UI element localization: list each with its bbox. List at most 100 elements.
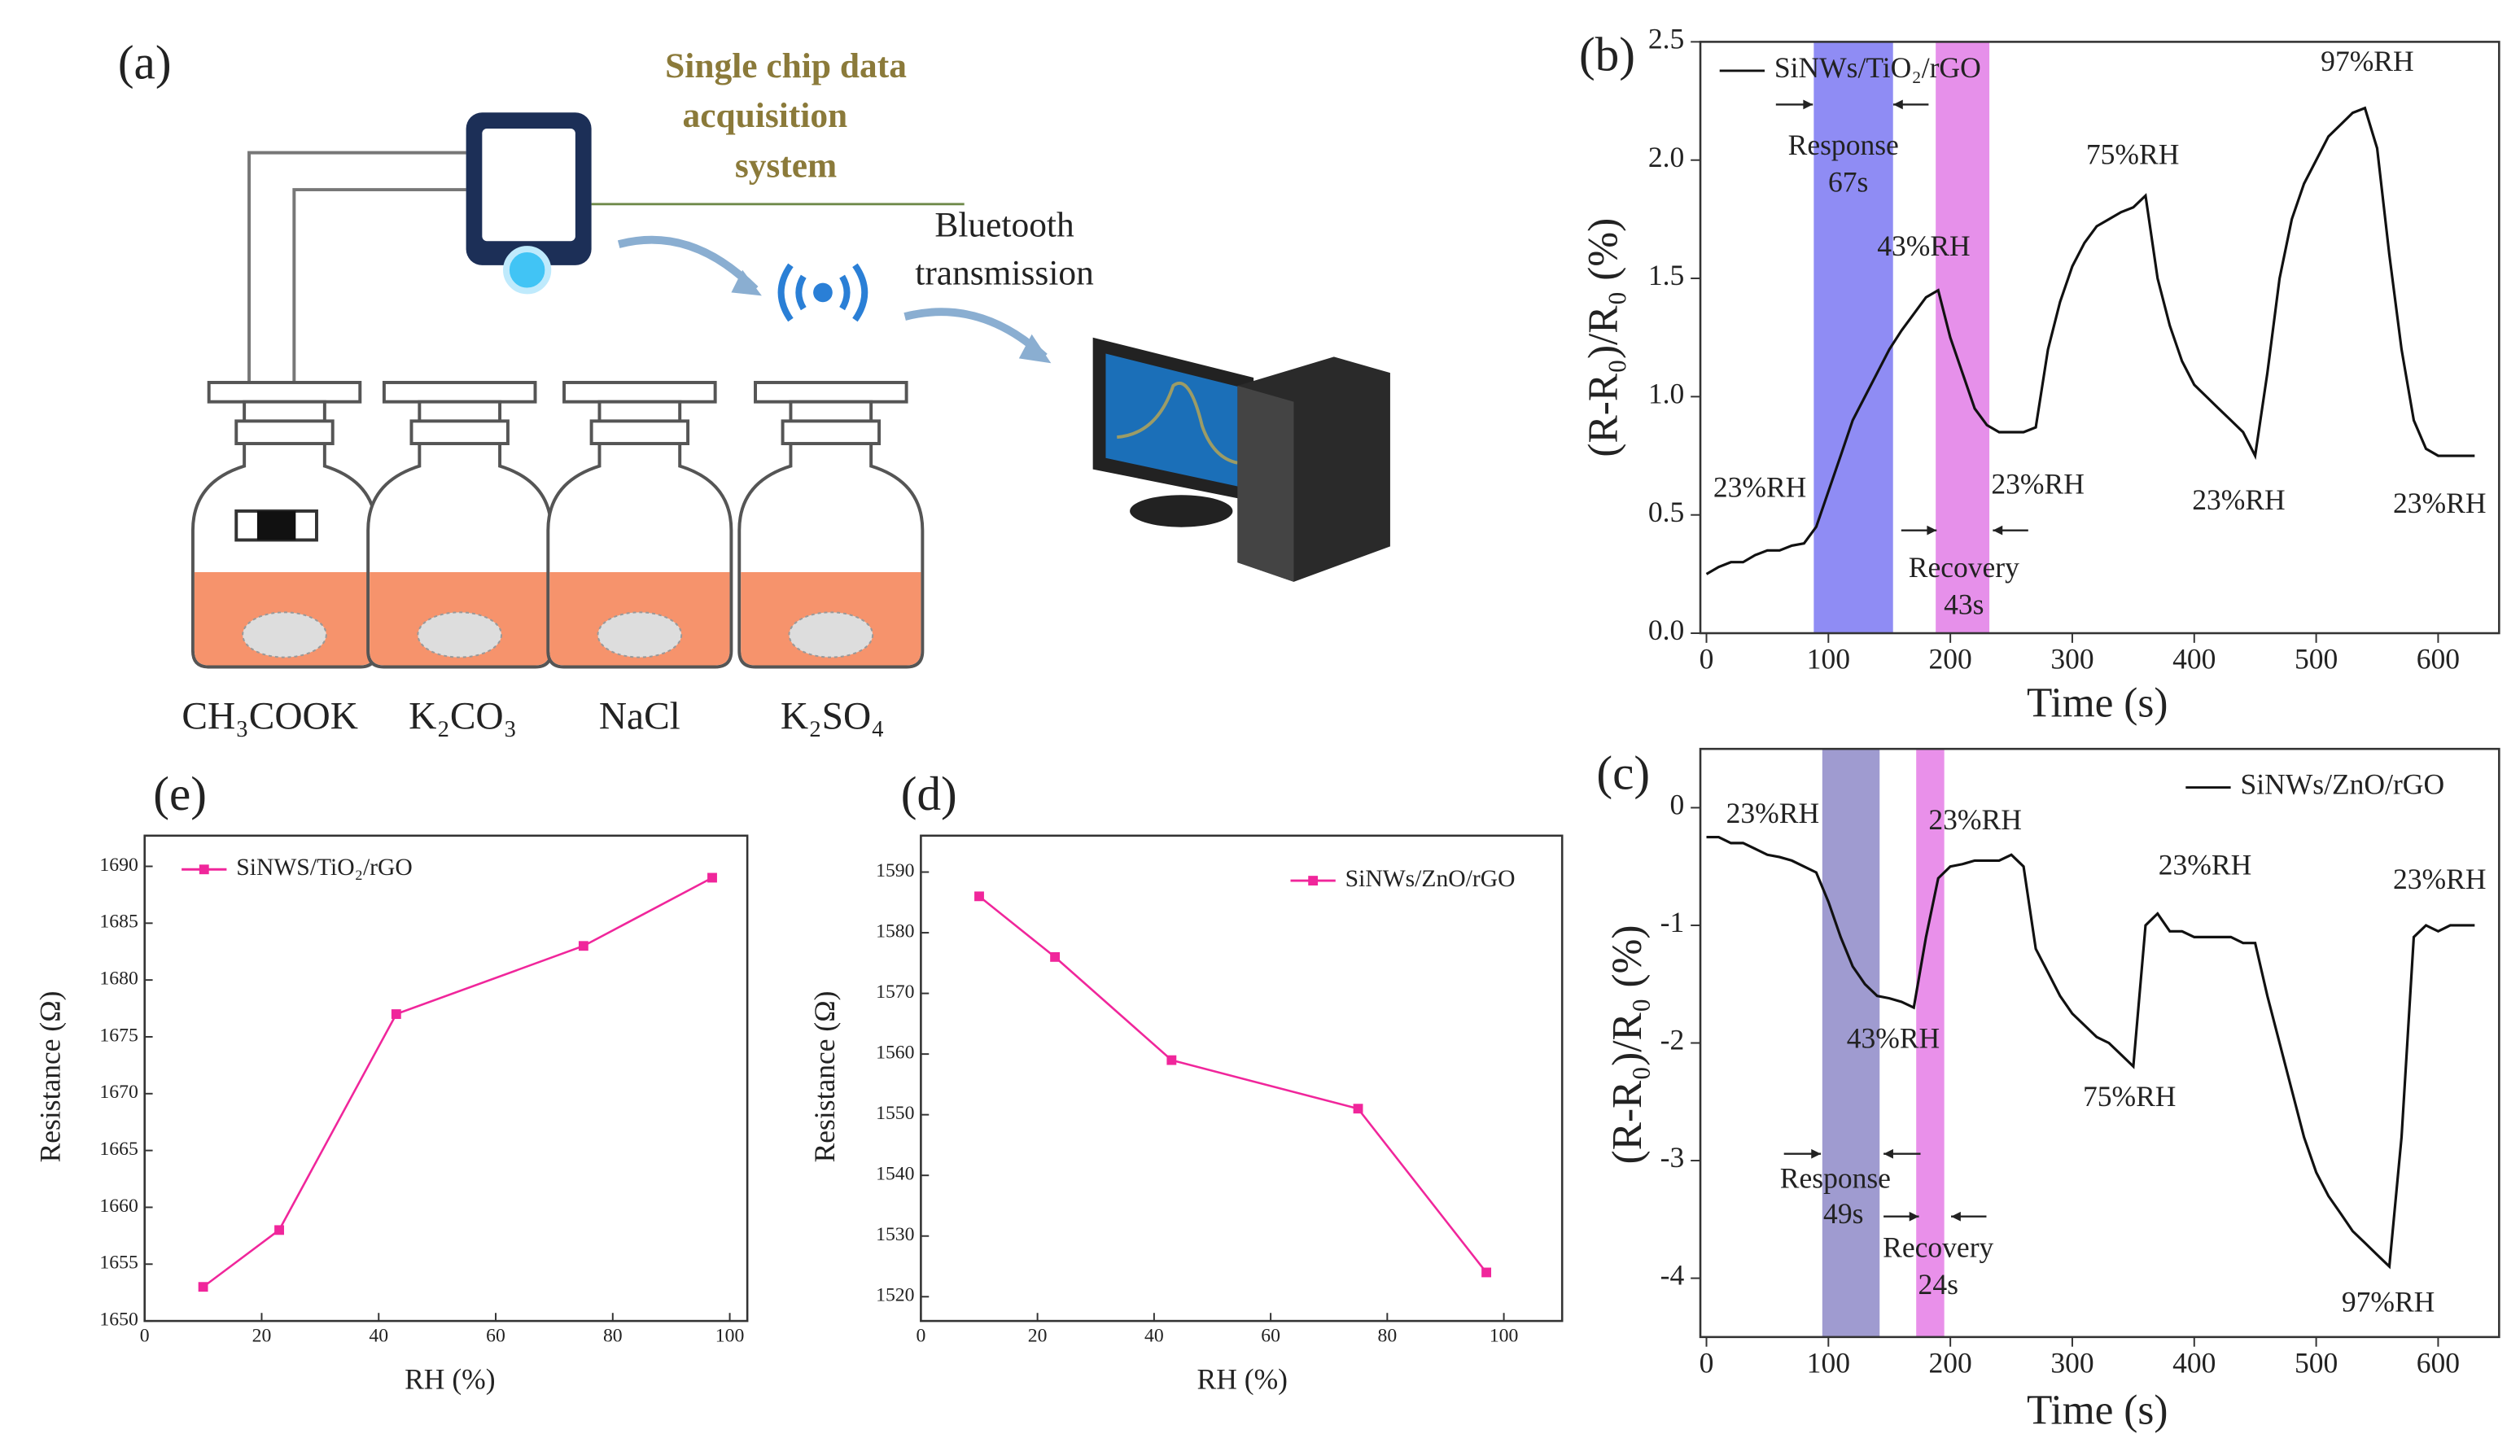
data-line bbox=[1705, 106, 2475, 575]
x-tick-label: 200 bbox=[1928, 643, 1971, 676]
system-label: Single chip data bbox=[665, 46, 907, 85]
bottle-ring bbox=[409, 419, 510, 445]
annotation-arrowhead bbox=[1927, 525, 1937, 536]
x-tick-label: 300 bbox=[2050, 643, 2093, 676]
annotation-arrowhead bbox=[1993, 525, 2003, 536]
legend-label: SiNWs/ZnO/rGO bbox=[1345, 866, 1516, 892]
y-tick-label: 1650 bbox=[99, 1310, 138, 1331]
plot-frame bbox=[920, 834, 1564, 1323]
x-tick-label: 40 bbox=[1144, 1325, 1164, 1346]
annotation: 23%RH bbox=[2192, 483, 2286, 516]
annotation: 23%RH bbox=[1726, 797, 1820, 829]
bottle-cap bbox=[562, 381, 717, 404]
x-tick-label: 40 bbox=[369, 1325, 388, 1346]
diagram-a: (a) Single chip data acquisition system … bbox=[118, 36, 1390, 738]
y-axis-label: (R-R₀)/R₀ (%) bbox=[1604, 925, 1651, 1165]
y-tick-label: 1680 bbox=[99, 968, 138, 990]
y-tick-label: -1 bbox=[1660, 906, 1685, 938]
y-tick-label: 1670 bbox=[99, 1082, 138, 1103]
y-tick-label: 1690 bbox=[99, 855, 138, 876]
sensor-chip bbox=[256, 510, 296, 540]
y-tick-label: 1520 bbox=[876, 1285, 914, 1306]
y-tick-label: 1655 bbox=[99, 1253, 138, 1274]
y-tick-label: 1665 bbox=[99, 1139, 138, 1160]
annotation: 97%RH bbox=[2342, 1285, 2435, 1318]
annotation: 24s bbox=[1918, 1268, 1958, 1301]
shaded-band bbox=[1822, 749, 1880, 1337]
annotation: 75%RH bbox=[2086, 138, 2179, 171]
wireless-dot bbox=[813, 282, 833, 303]
annotation-arrowhead bbox=[1883, 1148, 1893, 1159]
y-tick-label: 0 bbox=[1669, 789, 1684, 821]
y-tick-label: 1560 bbox=[876, 1043, 914, 1064]
y-axis-label: (R-R₀)/R₀ (%) bbox=[1580, 218, 1626, 457]
data-marker bbox=[391, 1009, 401, 1019]
x-axis-label: Time (s) bbox=[2027, 1387, 2168, 1433]
x-tick-label: 500 bbox=[2295, 1347, 2338, 1379]
shaded-band bbox=[1813, 42, 1893, 634]
annotation: 23%RH bbox=[2159, 848, 2251, 881]
y-tick-label: 1685 bbox=[99, 912, 138, 933]
legend-label: SiNWS/TiO₂/rGO bbox=[236, 855, 413, 881]
annotation: 23%RH bbox=[1713, 470, 1807, 503]
system-label: acquisition bbox=[683, 96, 848, 135]
x-tick-label: 0 bbox=[1700, 643, 1714, 676]
transmission-label: transmission bbox=[915, 254, 1094, 293]
x-tick-label: 60 bbox=[1261, 1325, 1280, 1346]
y-tick-label: 1675 bbox=[99, 1025, 138, 1046]
x-tick-label: 0 bbox=[140, 1325, 150, 1346]
annotation-arrowhead bbox=[1892, 99, 1903, 110]
tablet-button bbox=[503, 246, 552, 295]
annotation: 43%RH bbox=[1847, 1022, 1940, 1055]
data-marker bbox=[974, 891, 984, 902]
annotation: 43%RH bbox=[1877, 230, 1971, 262]
x-tick-label: 20 bbox=[1028, 1325, 1048, 1346]
data-marker bbox=[1481, 1267, 1492, 1278]
data-marker bbox=[707, 872, 717, 883]
arrow-head bbox=[731, 269, 762, 296]
annotation: Recovery bbox=[1883, 1231, 1993, 1263]
salt bbox=[242, 611, 327, 658]
annotation: 97%RH bbox=[2321, 45, 2414, 77]
annotation-arrowhead bbox=[1951, 1211, 1961, 1222]
y-tick-label: 0.5 bbox=[1648, 496, 1684, 528]
monitor-stand bbox=[1130, 495, 1233, 527]
annotation-arrowhead bbox=[1909, 1211, 1919, 1222]
x-axis-label: RH (%) bbox=[1197, 1362, 1288, 1395]
bottle-ring bbox=[234, 419, 335, 445]
annotation: 43s bbox=[1944, 588, 1984, 621]
bottle-cap bbox=[207, 381, 362, 404]
solution-label: CH₃COOK bbox=[182, 696, 358, 738]
wireless-icon bbox=[777, 263, 868, 322]
tower-side bbox=[1237, 385, 1294, 582]
x-tick-label: 0 bbox=[1700, 1347, 1714, 1379]
annotation-arrowhead bbox=[1811, 1148, 1822, 1159]
data-marker bbox=[1166, 1055, 1177, 1065]
y-tick-label: -3 bbox=[1660, 1141, 1685, 1174]
x-tick-label: 60 bbox=[486, 1325, 505, 1346]
x-tick-label: 100 bbox=[1807, 1347, 1850, 1379]
panel-label: (a) bbox=[118, 36, 172, 90]
data-marker bbox=[1050, 951, 1061, 962]
x-tick-label: 20 bbox=[252, 1325, 272, 1346]
y-tick-label: 1.0 bbox=[1648, 378, 1684, 410]
bottle-cap bbox=[754, 381, 908, 404]
system-label: system bbox=[735, 146, 837, 185]
data-marker bbox=[1353, 1104, 1363, 1114]
x-tick-label: 600 bbox=[2417, 643, 2460, 676]
shaded-band bbox=[1916, 749, 1945, 1337]
bottle-cap bbox=[382, 381, 537, 404]
x-tick-label: 100 bbox=[1807, 643, 1850, 676]
y-tick-label: 1550 bbox=[876, 1103, 914, 1124]
legend-marker bbox=[1308, 876, 1319, 885]
y-tick-label: 1590 bbox=[876, 860, 914, 881]
panel-label: (b) bbox=[1579, 28, 1635, 81]
bottle-ring bbox=[781, 419, 882, 445]
x-tick-label: 100 bbox=[1490, 1325, 1519, 1346]
panel-label: (c) bbox=[1596, 745, 1650, 799]
plot-frame bbox=[1699, 41, 2500, 635]
y-tick-label: 2.5 bbox=[1648, 23, 1684, 55]
solution-label: K₂SO₄ bbox=[781, 696, 885, 738]
tablet-screen bbox=[482, 129, 575, 242]
